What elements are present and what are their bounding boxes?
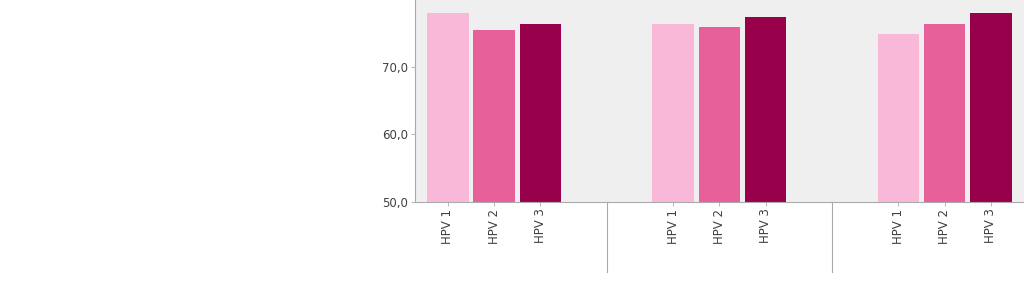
Bar xyxy=(970,14,1012,202)
Bar xyxy=(924,24,966,202)
Bar xyxy=(473,30,515,202)
Bar xyxy=(652,24,694,202)
Bar xyxy=(427,14,469,202)
Bar xyxy=(520,24,561,202)
Bar xyxy=(698,27,740,202)
Bar xyxy=(878,34,919,202)
Bar xyxy=(744,17,786,202)
